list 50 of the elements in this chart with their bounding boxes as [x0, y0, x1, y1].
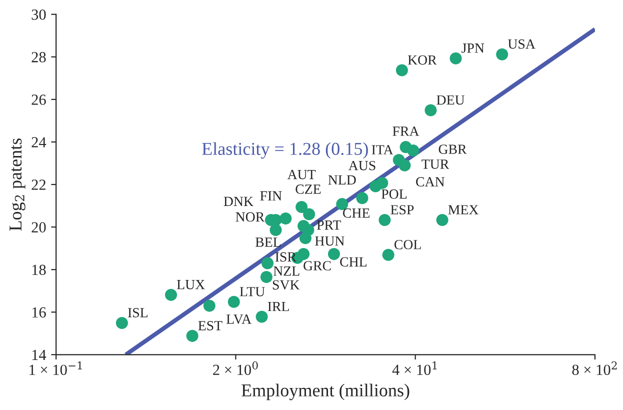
annotation: AUT [287, 170, 316, 180]
annotation: PRT [316, 220, 341, 230]
y-tick-label: 16 [32, 307, 46, 318]
annotation: GBR [438, 144, 467, 154]
annotation: ITA [372, 145, 394, 154]
annotation: LUX [176, 280, 205, 290]
annotation: DEU [436, 95, 465, 105]
y-tick-label: 30 [32, 9, 46, 20]
annotation: ISL [128, 308, 148, 318]
annotation: TUR [422, 160, 450, 169]
annotation: CZE [296, 184, 321, 194]
annotation: CHE [342, 208, 370, 218]
annotation: FRA [392, 126, 420, 136]
annotation: NLD [328, 175, 356, 184]
annotation: IRL [268, 302, 289, 312]
y-axis-title: Log$_{2}$ patents [10, 138, 26, 231]
annotation: Elasticity = 1.28 (0.15) [202, 142, 368, 159]
annotation: BEL [255, 238, 280, 247]
x-axis-title: Employment (millions) [242, 384, 410, 400]
y-tick-label: 18 [32, 264, 46, 276]
annotation: AUS [348, 160, 376, 170]
annotation: SVK [272, 280, 300, 290]
annotation: POL [382, 189, 407, 199]
annotation: KOR [408, 55, 437, 65]
annotation: CHL [340, 257, 366, 267]
annotation: MEX [448, 205, 478, 214]
x-tick-label: 4 × 10$^{1}$ [392, 361, 437, 376]
annotation: EST [198, 321, 222, 330]
x-tick-label: 1 × 10$^{−1}$ [30, 361, 82, 376]
x-tick-label: 8 × 10$^{2}$ [572, 361, 617, 376]
x-tick-label: 2 × 10$^{0}$ [213, 361, 258, 376]
annotation: LTU [240, 287, 265, 296]
y-tick-label: 22 [32, 180, 46, 190]
annotation: GRC [304, 261, 331, 270]
annotation: LVA [226, 314, 252, 324]
annotation: HUN [315, 236, 344, 246]
annotation: FIN [260, 191, 282, 200]
annotation: COL [394, 240, 421, 250]
y-tick-label: 20 [32, 222, 46, 232]
annotation: NOR [236, 212, 265, 222]
y-tick-label: 24 [32, 137, 46, 148]
annotation: DNK [224, 196, 254, 206]
y-tick-label: 28 [32, 52, 46, 62]
y-tick-label: 14 [32, 350, 46, 360]
annotation: NZL [273, 266, 300, 276]
annotation: JPN [462, 44, 484, 53]
y-tick-label: 26 [32, 94, 46, 105]
annotation: CAN [416, 177, 444, 186]
annotation: USA [508, 39, 536, 49]
annotation: ESP [390, 205, 414, 214]
